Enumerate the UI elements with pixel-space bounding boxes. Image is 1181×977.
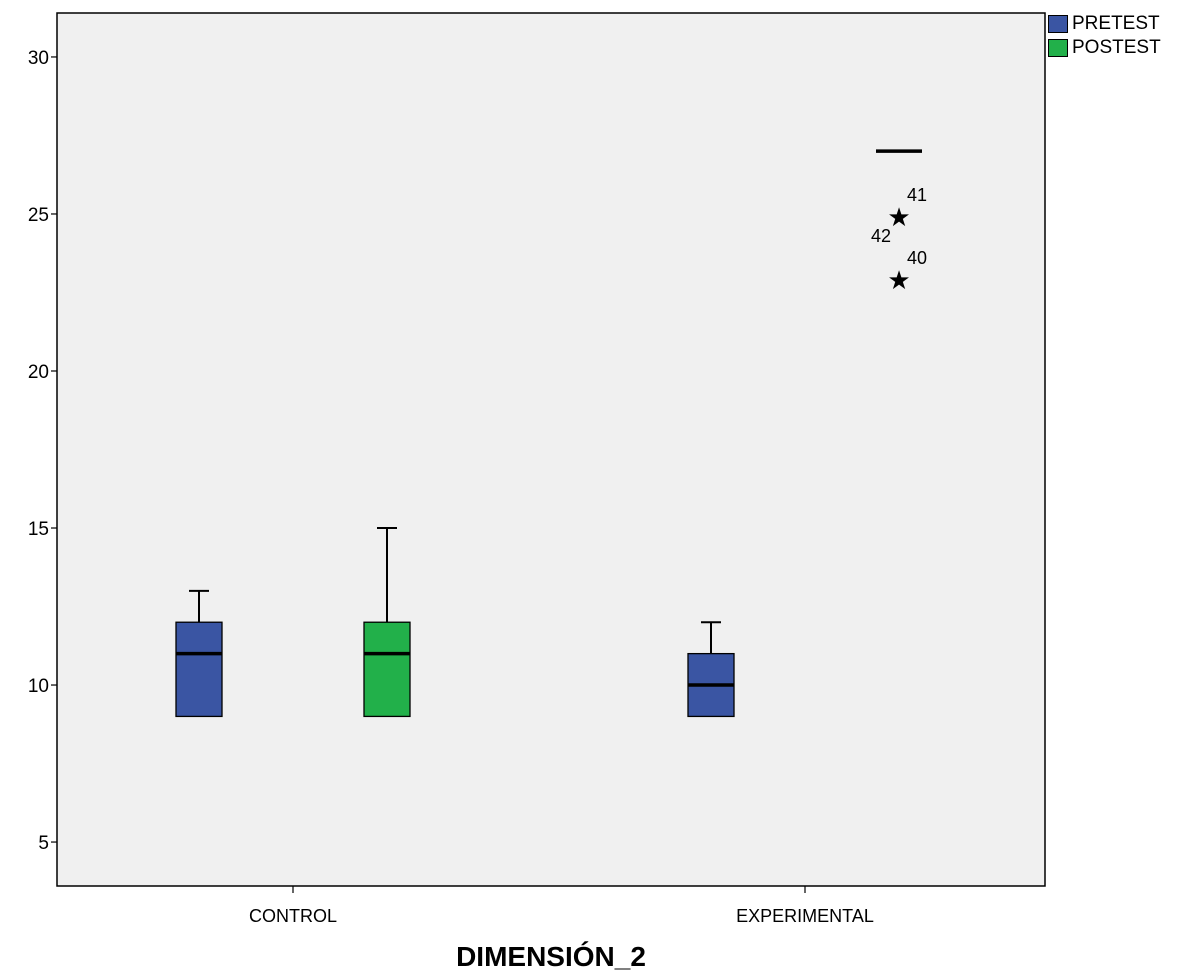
outlier-label-41: 41 [907,185,927,205]
outlier-label-42: 42 [871,226,891,246]
box-pretest-control [175,589,223,718]
box-rect-pretest-control [175,621,223,718]
legend-item-pretest: PRETEST [1048,12,1161,36]
x-axis-title: DIMENSIÓN_2 [456,941,646,972]
x-tick-label-experimental: EXPERIMENTAL [736,906,874,926]
outlier-label-40: 40 [907,248,927,268]
legend-label-postest: POSTEST [1072,37,1161,58]
plot-area [56,12,1046,887]
y-tick-label-15: 15 [28,519,49,540]
legend-swatch-postest [1048,39,1068,57]
y-tick-label-10: 10 [28,676,49,697]
x-axis: CONTROL EXPERIMENTAL [249,886,874,926]
box-postest-control [363,527,411,718]
y-tick-label-25: 25 [28,205,49,226]
y-tick-label-5: 5 [38,833,49,854]
y-axis: 5 10 15 20 25 30 [28,48,57,854]
legend: PRETEST POSTEST [1048,12,1161,60]
outlier-marker-postest-experimental-23: ★ [887,265,910,295]
x-tick-label-control: CONTROL [249,906,337,926]
y-tick-label-30: 30 [28,48,49,69]
outlier-marker-postest-experimental-25: ★ [887,202,910,232]
legend-label-pretest: PRETEST [1072,13,1160,34]
box-pretest-experimental [687,621,735,718]
legend-item-postest: POSTEST [1048,36,1161,60]
y-tick-label-20: 20 [28,362,49,383]
legend-swatch-pretest [1048,15,1068,33]
box-rect-postest-control [363,621,411,718]
